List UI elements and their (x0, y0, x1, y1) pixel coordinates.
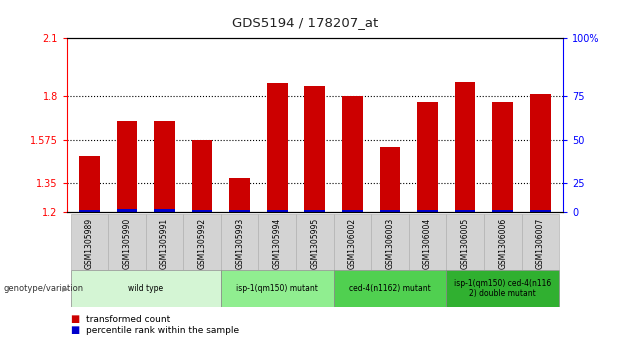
Bar (305, 210, 325, 212)
Bar (342, 96, 363, 212)
Text: GDS5194 / 178207_at: GDS5194 / 178207_at (232, 16, 378, 29)
Bar (446, 270, 559, 307)
Text: GSM1305991: GSM1305991 (160, 218, 169, 269)
Bar (342, 210, 363, 212)
Bar (230, 210, 250, 212)
Text: GSM1305995: GSM1305995 (310, 218, 319, 269)
Text: ced-4(n1162) mutant: ced-4(n1162) mutant (349, 284, 431, 293)
Text: GSM1306005: GSM1306005 (460, 218, 469, 269)
Text: GSM1305993: GSM1305993 (235, 218, 244, 269)
Bar (146, 214, 183, 270)
Bar (380, 210, 400, 212)
Bar (334, 214, 371, 270)
Bar (79, 156, 100, 212)
Bar (484, 214, 522, 270)
Bar (455, 210, 476, 212)
Bar (116, 121, 137, 212)
Bar (334, 270, 446, 307)
Bar (371, 214, 409, 270)
Bar (71, 214, 108, 270)
Bar (154, 121, 175, 212)
Bar (79, 210, 100, 212)
Bar (296, 214, 334, 270)
Text: GSM1306007: GSM1306007 (536, 218, 545, 269)
Text: GSM1305994: GSM1305994 (273, 218, 282, 269)
Bar (492, 210, 513, 212)
Bar (380, 147, 400, 212)
Text: GSM1306006: GSM1306006 (498, 218, 508, 269)
Bar (530, 94, 551, 212)
Bar (221, 270, 334, 307)
Bar (183, 214, 221, 270)
Bar (522, 214, 559, 270)
Text: ■: ■ (70, 314, 80, 325)
Text: ►: ► (62, 284, 69, 294)
Bar (417, 210, 438, 212)
Bar (108, 214, 146, 270)
Bar (409, 214, 446, 270)
Text: GSM1305989: GSM1305989 (85, 218, 94, 269)
Bar (154, 209, 175, 212)
Text: wild type: wild type (128, 284, 163, 293)
Bar (305, 86, 325, 212)
Text: GSM1306004: GSM1306004 (423, 218, 432, 269)
Bar (267, 83, 287, 212)
Text: transformed count: transformed count (86, 315, 170, 324)
Text: genotype/variation: genotype/variation (3, 284, 83, 293)
Bar (267, 210, 287, 212)
Text: ■: ■ (70, 325, 80, 335)
Bar (221, 214, 258, 270)
Bar (116, 209, 137, 212)
Text: percentile rank within the sample: percentile rank within the sample (86, 326, 239, 335)
Bar (71, 270, 221, 307)
Text: isp-1(qm150) mutant: isp-1(qm150) mutant (237, 284, 318, 293)
Bar (230, 179, 250, 212)
Bar (446, 214, 484, 270)
Bar (492, 102, 513, 212)
Bar (417, 102, 438, 212)
Bar (530, 210, 551, 212)
Bar (455, 82, 476, 212)
Bar (191, 210, 212, 212)
Text: GSM1305992: GSM1305992 (198, 218, 207, 269)
Bar (258, 214, 296, 270)
Bar (191, 140, 212, 212)
Text: GSM1306003: GSM1306003 (385, 218, 394, 269)
Text: GSM1305990: GSM1305990 (122, 218, 132, 269)
Text: GSM1306002: GSM1306002 (348, 218, 357, 269)
Text: isp-1(qm150) ced-4(n116
2) double mutant: isp-1(qm150) ced-4(n116 2) double mutant (454, 279, 551, 298)
